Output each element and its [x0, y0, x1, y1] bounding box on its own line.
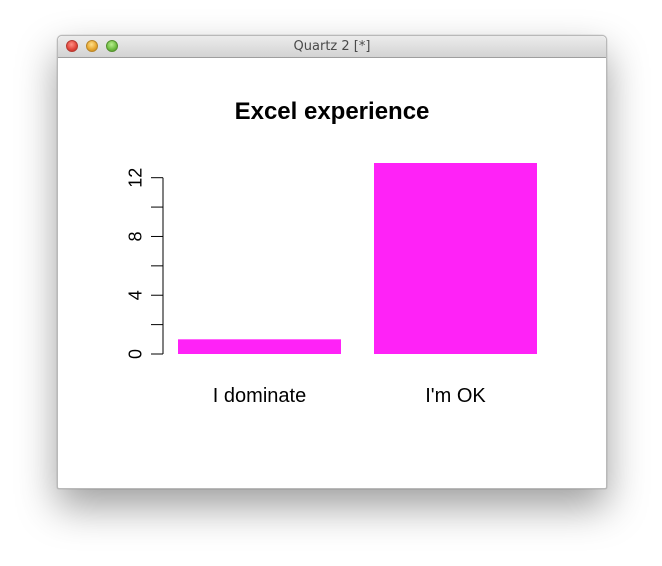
y-axis: 0 4 8 12 — [125, 168, 164, 359]
x-tick-labels: I dominate I'm OK — [213, 385, 487, 407]
x-tick-label: I'm OK — [425, 385, 486, 407]
chart-title: Excel experience — [235, 98, 430, 125]
plot-area: Excel experience 0 4 8 12 I dominate I'm OK — [58, 58, 606, 488]
y-tick-label: 8 — [125, 231, 145, 241]
y-tick-label: 12 — [125, 168, 145, 188]
title-bar[interactable]: Quartz 2 [*] — [58, 36, 606, 58]
y-tick-label: 0 — [125, 349, 145, 359]
bar-0 — [178, 339, 341, 354]
x-tick-label: I dominate — [213, 385, 306, 407]
window-title: Quartz 2 [*] — [293, 39, 371, 54]
quartz-window: Quartz 2 [*] Excel experience 0 4 8 12 I do… — [57, 35, 607, 489]
close-window-button[interactable] — [66, 40, 78, 52]
minimize-window-button[interactable] — [86, 40, 98, 52]
y-tick-label: 4 — [125, 290, 145, 300]
bars-group — [178, 163, 537, 354]
zoom-window-button[interactable] — [106, 40, 118, 52]
bar-chart: Excel experience 0 4 8 12 I dominate I'm OK — [125, 98, 537, 407]
bar-1 — [374, 163, 537, 354]
